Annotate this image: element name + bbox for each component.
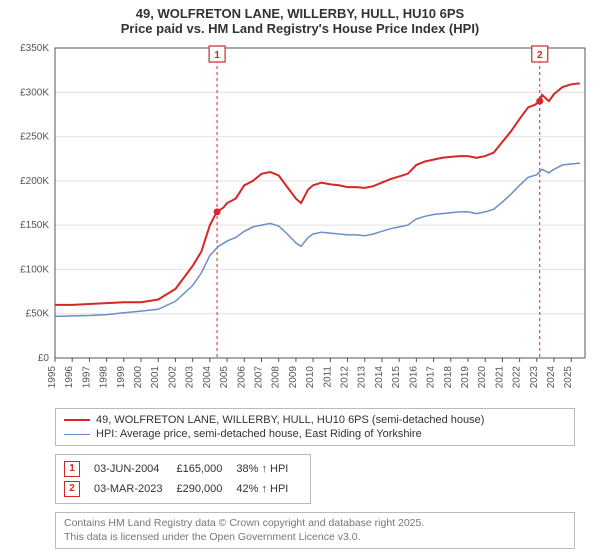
chart-title-block: 49, WOLFRETON LANE, WILLERBY, HULL, HU10… <box>0 0 600 40</box>
svg-text:1: 1 <box>214 50 220 61</box>
svg-text:1996: 1996 <box>64 366 75 389</box>
svg-text:2025: 2025 <box>563 366 574 389</box>
marker-price: £165,000 <box>176 459 236 479</box>
attrib-line-2: This data is licensed under the Open Gov… <box>64 531 566 545</box>
svg-text:£250K: £250K <box>20 132 49 143</box>
legend-swatch-1 <box>64 419 90 421</box>
marker-table: 1 03-JUN-2004£165,00038% ↑ HPI 2 03-MAR-202… <box>55 454 311 504</box>
svg-text:2018: 2018 <box>443 366 454 389</box>
svg-text:2019: 2019 <box>460 366 471 389</box>
legend-swatch-2 <box>64 434 90 435</box>
svg-text:1997: 1997 <box>81 366 92 389</box>
marker-date: 03-JUN-2004 <box>94 459 176 479</box>
svg-text:2000: 2000 <box>133 366 144 389</box>
svg-text:2001: 2001 <box>150 366 161 389</box>
svg-text:2014: 2014 <box>374 366 385 389</box>
svg-text:2022: 2022 <box>512 366 523 389</box>
svg-text:1998: 1998 <box>99 366 110 389</box>
svg-text:2024: 2024 <box>546 366 557 389</box>
svg-text:2008: 2008 <box>271 366 282 389</box>
legend: 49, WOLFRETON LANE, WILLERBY, HULL, HU10… <box>55 408 575 446</box>
svg-text:2003: 2003 <box>185 366 196 389</box>
svg-text:2017: 2017 <box>426 366 437 389</box>
marker-price: £290,000 <box>176 479 236 499</box>
svg-text:2: 2 <box>537 50 543 61</box>
svg-text:£150K: £150K <box>20 220 49 231</box>
title-line-1: 49, WOLFRETON LANE, WILLERBY, HULL, HU10… <box>0 6 600 21</box>
svg-text:£200K: £200K <box>20 176 49 187</box>
svg-text:£300K: £300K <box>20 87 49 98</box>
svg-text:2020: 2020 <box>477 366 488 389</box>
svg-text:£50K: £50K <box>26 309 50 320</box>
svg-text:2007: 2007 <box>253 366 264 389</box>
svg-text:2021: 2021 <box>494 366 505 389</box>
legend-row-2: HPI: Average price, semi-detached house,… <box>64 427 566 441</box>
svg-text:2015: 2015 <box>391 366 402 389</box>
chart-svg: £0 £50K £100K £150K £200K £250K £300K £350K 1995… <box>5 40 595 400</box>
svg-text:2009: 2009 <box>288 366 299 389</box>
svg-text:£0: £0 <box>38 353 50 364</box>
svg-text:2012: 2012 <box>340 366 351 389</box>
svg-text:1999: 1999 <box>116 366 127 389</box>
marker-diff: 42% ↑ HPI <box>236 479 302 499</box>
marker-diff: 38% ↑ HPI <box>236 459 302 479</box>
svg-text:2002: 2002 <box>167 366 178 389</box>
title-line-2: Price paid vs. HM Land Registry's House … <box>0 21 600 36</box>
svg-text:2005: 2005 <box>219 366 230 389</box>
svg-text:2016: 2016 <box>408 366 419 389</box>
svg-text:£350K: £350K <box>20 43 49 54</box>
svg-text:1995: 1995 <box>47 366 58 389</box>
marker-table-row: 2 03-MAR-2023£290,00042% ↑ HPI <box>64 479 302 499</box>
svg-text:2006: 2006 <box>236 366 247 389</box>
svg-text:2023: 2023 <box>529 366 540 389</box>
legend-label-1: 49, WOLFRETON LANE, WILLERBY, HULL, HU10… <box>96 414 484 426</box>
attribution: Contains HM Land Registry data © Crown c… <box>55 512 575 549</box>
svg-text:2004: 2004 <box>202 366 213 389</box>
marker-badge: 2 <box>64 481 80 497</box>
legend-row-1: 49, WOLFRETON LANE, WILLERBY, HULL, HU10… <box>64 413 566 427</box>
svg-text:£100K: £100K <box>20 264 49 275</box>
svg-text:2013: 2013 <box>357 366 368 389</box>
attrib-line-1: Contains HM Land Registry data © Crown c… <box>64 517 566 531</box>
chart-area: £0 £50K £100K £150K £200K £250K £300K £350K 1995… <box>5 40 595 400</box>
marker-date: 03-MAR-2023 <box>94 479 176 499</box>
svg-text:2010: 2010 <box>305 366 316 389</box>
marker-badge: 1 <box>64 461 80 477</box>
marker-table-row: 1 03-JUN-2004£165,00038% ↑ HPI <box>64 459 302 479</box>
legend-label-2: HPI: Average price, semi-detached house,… <box>96 428 422 440</box>
svg-text:2011: 2011 <box>322 366 333 388</box>
